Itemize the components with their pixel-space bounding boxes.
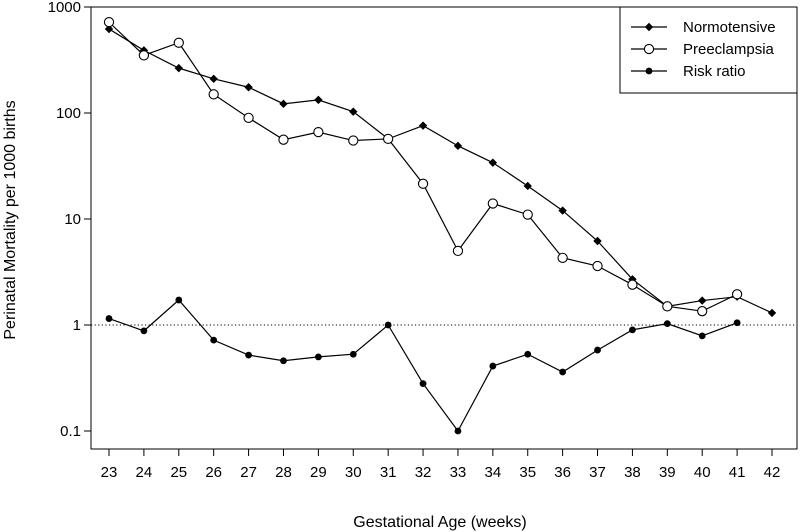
normotensive-point: [767, 308, 777, 318]
normotensive-point: [593, 236, 602, 246]
preeclampsia-point: [383, 133, 394, 145]
y-axis-title: Perinatal Mortality per 1000 births: [2, 100, 19, 339]
risk-ratio-point: [349, 350, 357, 358]
axis-layer: 0.1 1 10 100 1000 23 24 25 26 27 28 29 30 31 32 33 34 35 3…: [48, 0, 781, 481]
x-tick-label: 32: [415, 464, 432, 481]
risk-ratio-point: [663, 320, 671, 328]
risk-ratio-point: [419, 380, 427, 388]
normotensive-line: [108, 28, 773, 314]
x-tick-label: 37: [589, 464, 606, 481]
preeclampsia-point: [278, 134, 289, 145]
preeclampsia-point: [348, 135, 359, 146]
preeclampsia-point: [662, 301, 673, 312]
normotensive-point: [209, 74, 218, 84]
preeclampsia-point: [138, 50, 150, 61]
preeclampsia-point: [592, 260, 603, 272]
normotensive-point: [349, 107, 358, 116]
normotensive-point: [698, 296, 707, 305]
x-tick-label: 42: [764, 464, 781, 481]
x-tick-label: 35: [519, 464, 536, 481]
x-tick-label: 23: [101, 464, 118, 481]
x-tick-label: 31: [380, 464, 397, 481]
normotensive-point: [244, 83, 253, 92]
preeclampsia-point: [522, 209, 533, 220]
x-tick-label: 26: [205, 464, 222, 481]
risk-ratio-point: [698, 332, 706, 340]
legend-label-normotensive: Normotensive: [683, 19, 776, 36]
normotensive-point: [418, 121, 428, 130]
y-tick-label: 0.1: [60, 423, 81, 440]
preeclampsia-point: [731, 289, 743, 300]
x-tick-label: 24: [136, 464, 153, 481]
risk-ratio-point: [384, 321, 392, 329]
normotensive-point: [558, 206, 567, 215]
x-tick-label: 34: [484, 464, 501, 481]
preeclampsia-point: [557, 252, 568, 264]
y-tick-label: 100: [56, 105, 81, 122]
normotensive-point: [279, 99, 288, 109]
risk-ratio-point: [140, 327, 148, 335]
preeclampsia-point: [452, 245, 464, 257]
risk-ratio-point: [733, 319, 741, 327]
x-axis-title: Gestational Age (weeks): [353, 514, 526, 531]
preeclampsia-point: [417, 178, 429, 189]
legend-label-risk-ratio: Risk ratio: [683, 63, 746, 80]
legend: Normotensive Preeclampsia Risk ratio: [619, 6, 798, 94]
x-tick-label: 28: [275, 464, 292, 481]
legend-label-preeclampsia: Preeclampsia: [683, 41, 775, 58]
x-tick-label: 29: [310, 464, 327, 481]
plot-area-frame: [90, 6, 798, 450]
risk-ratio-point: [594, 346, 601, 354]
risk-ratio-point: [629, 326, 636, 334]
preeclampsia-point: [487, 198, 498, 209]
risk-ratio-point: [210, 336, 218, 344]
x-tick-label: 39: [659, 464, 676, 481]
legend-marker-risk-ratio: [645, 67, 653, 75]
preeclampsia-point: [313, 126, 324, 138]
risk-ratio-point: [245, 351, 252, 359]
risk-ratio-point: [105, 315, 113, 322]
legend-marker-preeclampsia: [643, 43, 655, 55]
risk-ratio-point: [454, 427, 462, 435]
x-tick-label: 41: [729, 464, 746, 481]
x-tick-label: 33: [450, 464, 467, 481]
series-layer: [103, 16, 777, 435]
risk-ratio-point: [489, 362, 497, 370]
normotensive-point: [174, 63, 183, 73]
preeclampsia-point: [173, 37, 184, 48]
risk-ratio-point: [175, 296, 183, 304]
risk-ratio-point: [524, 350, 532, 358]
risk-ratio-point: [314, 353, 322, 361]
x-tick-label: 40: [694, 464, 711, 481]
normotensive-point: [314, 95, 323, 105]
risk-ratio-point: [280, 357, 287, 365]
preeclampsia-point: [627, 279, 638, 290]
normotensive-point: [453, 141, 463, 151]
legend-marker-normotensive: [644, 22, 654, 32]
normotensive-point: [104, 24, 114, 34]
y-tick-label: 10: [64, 211, 81, 228]
x-tick-label: 27: [240, 464, 257, 481]
preeclampsia-point: [697, 306, 708, 317]
y-tick-label: 1000: [48, 0, 81, 16]
x-tick-label: 25: [170, 464, 187, 481]
x-tick-label: 30: [345, 464, 362, 481]
y-tick-label: 1: [73, 317, 81, 334]
risk-ratio-point: [559, 368, 567, 376]
normotensive-point: [523, 181, 532, 191]
normotensive-point: [488, 158, 498, 167]
preeclampsia-point: [243, 112, 254, 124]
risk-ratio-line: [108, 299, 738, 433]
x-tick-label: 36: [554, 464, 571, 481]
preeclampsia-point: [103, 16, 115, 28]
x-tick-label: 38: [624, 464, 641, 481]
preeclampsia-point: [208, 89, 219, 100]
